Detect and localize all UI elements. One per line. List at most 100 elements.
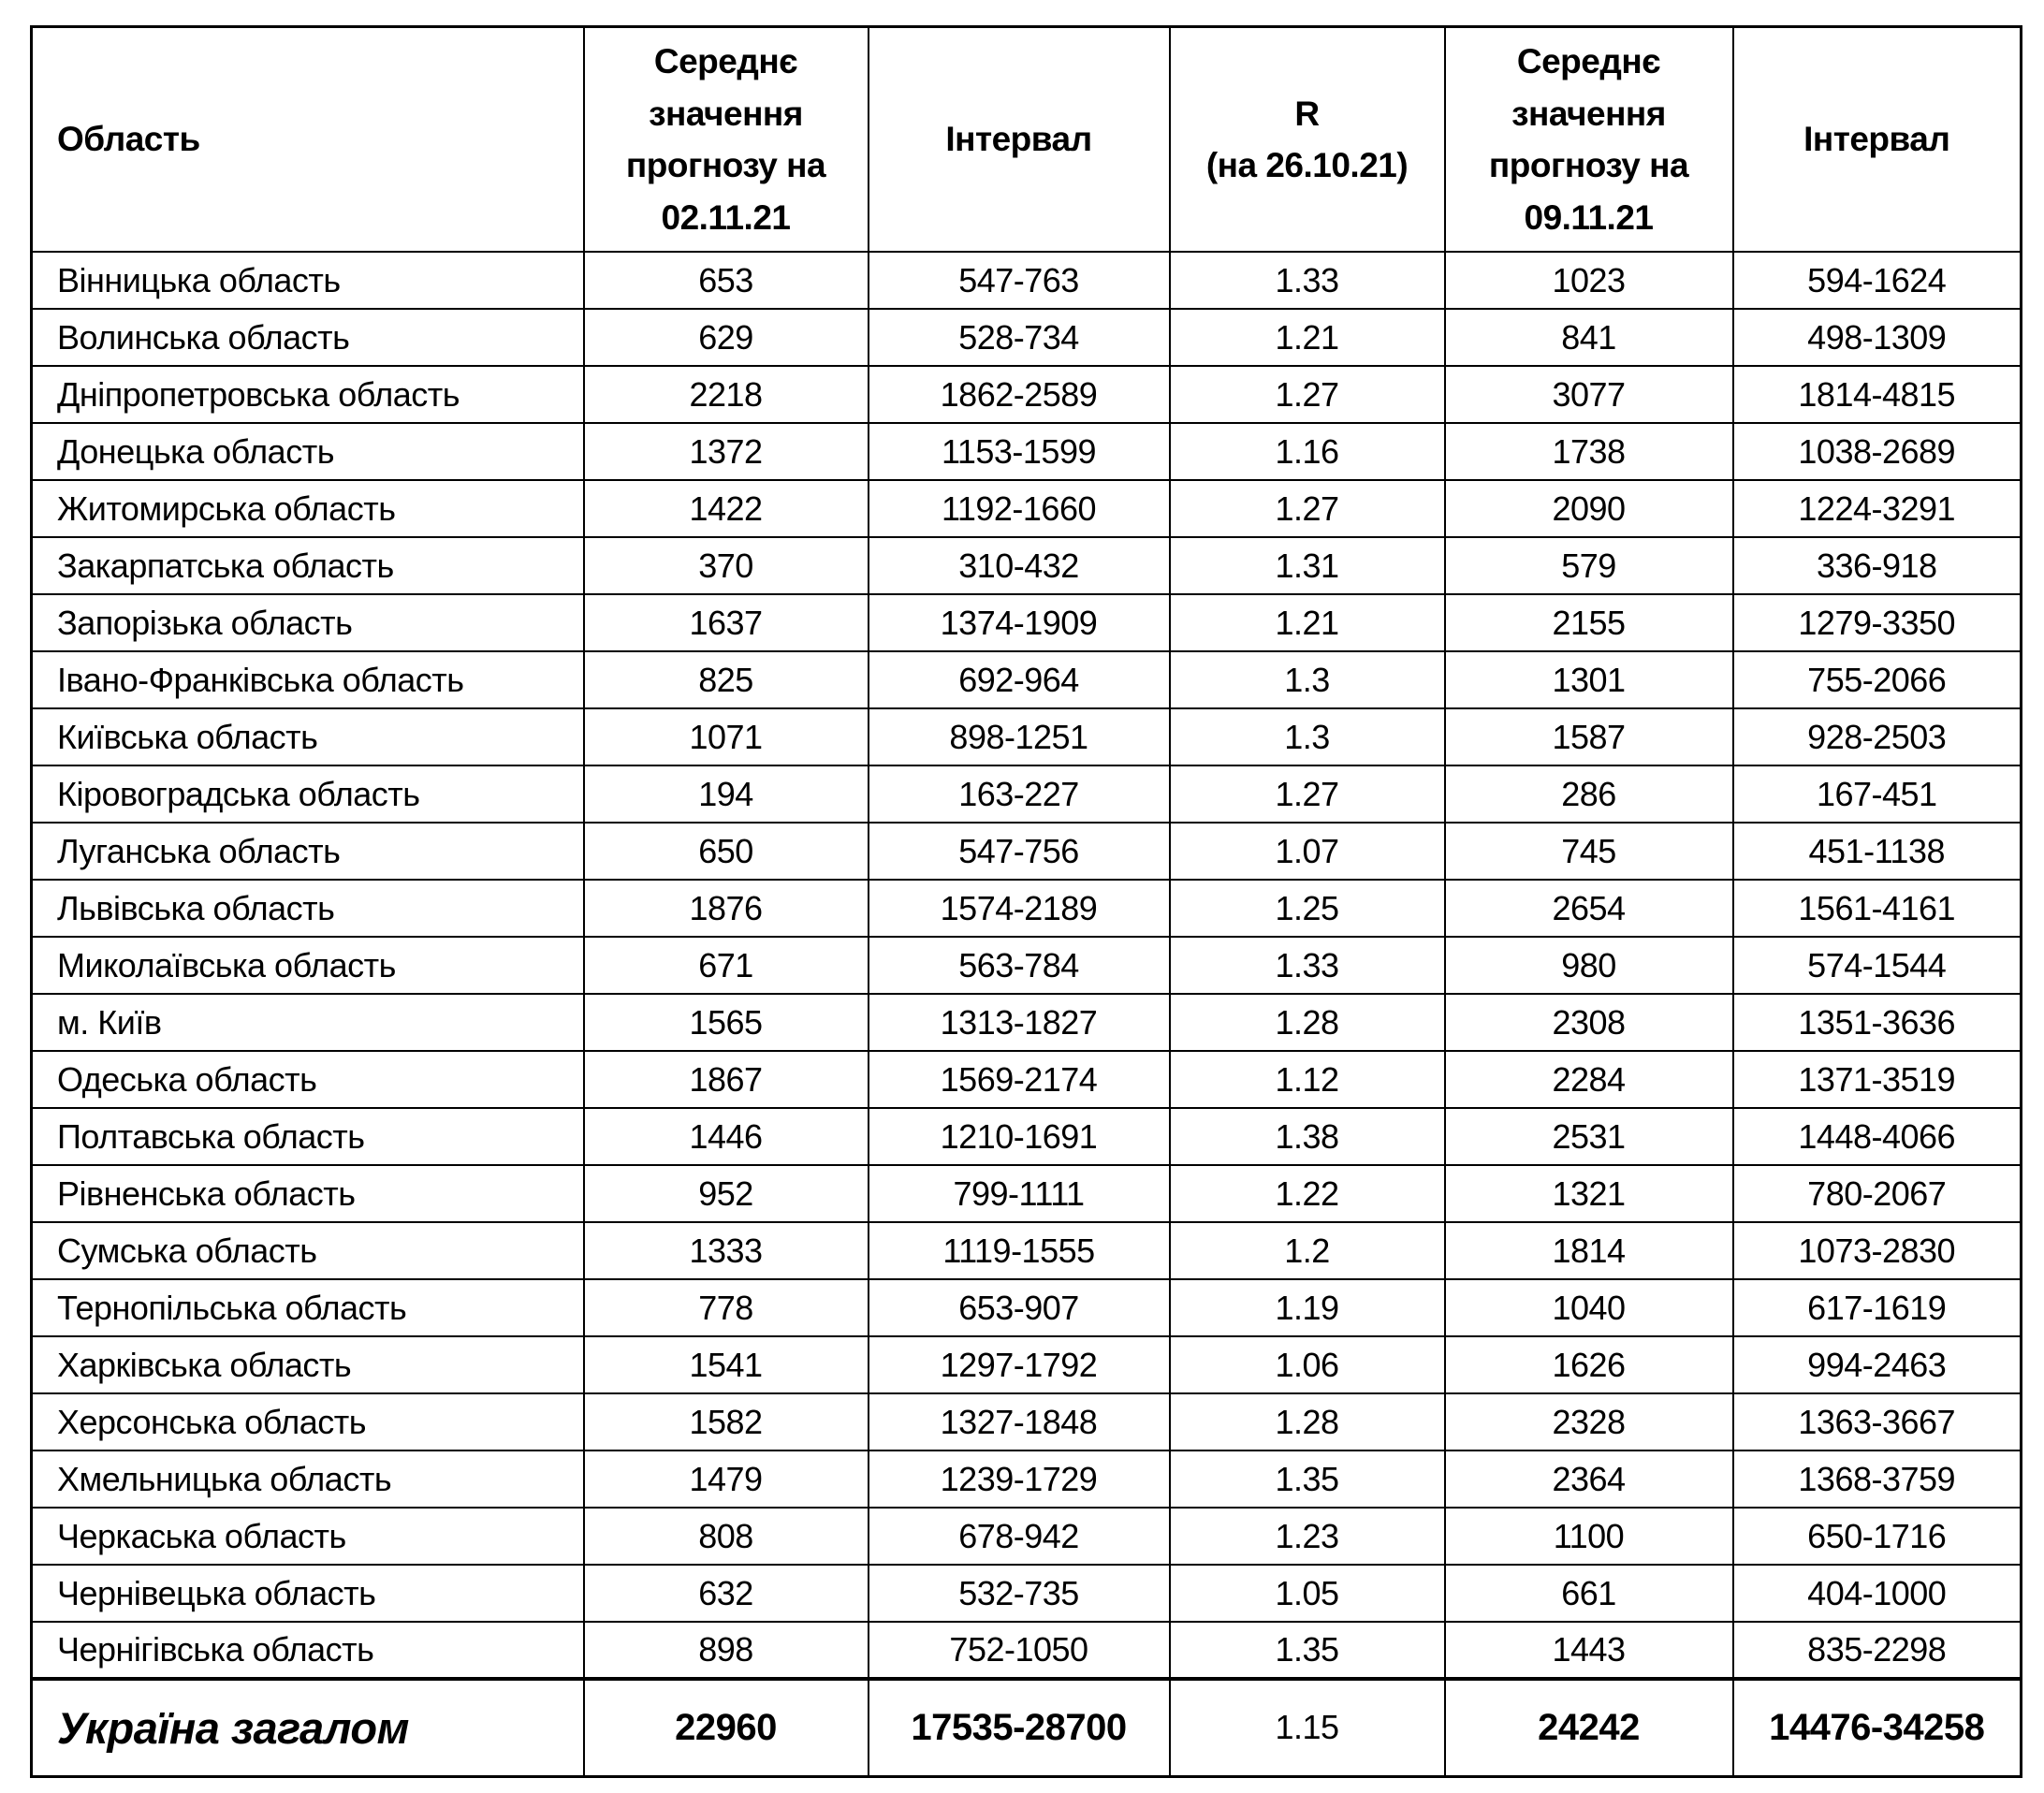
value-cell: 1.19 (1168, 1278, 1446, 1337)
value-cell: 1.3 (1168, 707, 1446, 766)
value-cell: 1.06 (1168, 1335, 1446, 1394)
value-cell: 841 (1443, 308, 1734, 367)
table-row: Хмельницька область 1479 1239-1729 1.35 2364… (30, 1450, 2022, 1509)
value-cell: 671 (582, 936, 869, 995)
table-row: Черкаська область 808 678-942 1.23 1100 650-1… (30, 1507, 2022, 1566)
value-cell: 1.31 (1168, 536, 1446, 595)
value-cell: 1.33 (1168, 251, 1446, 310)
table-row: Вінницька область 653 547-763 1.33 1023 594-1… (30, 251, 2022, 310)
value-cell: 17535-28700 (867, 1677, 1171, 1777)
value-cell: 579 (1443, 536, 1734, 595)
region-cell: Черкаська область (30, 1507, 585, 1566)
value-cell: 617-1619 (1731, 1278, 2022, 1337)
value-cell: 1862-2589 (867, 365, 1171, 424)
table-row: Рівненська область 952 799-1111 1.22 1321 780… (30, 1164, 2022, 1223)
value-cell: 594-1624 (1731, 251, 2022, 310)
value-cell: 1100 (1443, 1507, 1734, 1566)
value-cell: 1040 (1443, 1278, 1734, 1337)
value-cell: 1368-3759 (1731, 1450, 2022, 1509)
value-cell: 1569-2174 (867, 1050, 1171, 1109)
total-row: Україна загалом 22960 17535-28700 1.15 24242… (30, 1677, 2022, 1777)
value-cell: 1321 (1443, 1164, 1734, 1223)
region-cell: Донецька область (30, 422, 585, 481)
value-cell: 2218 (582, 365, 869, 424)
table-row: м. Київ 1565 1313-1827 1.28 2308 1351-3636 (30, 993, 2022, 1052)
value-cell: 952 (582, 1164, 869, 1223)
value-cell: 1374-1909 (867, 593, 1171, 652)
value-cell: 1.23 (1168, 1507, 1446, 1566)
value-cell: 2284 (1443, 1050, 1734, 1109)
value-cell: 808 (582, 1507, 869, 1566)
forecast-table: Область Середнє значення прогнозу на 02.… (30, 25, 2022, 1778)
region-cell: Дніпропетровська область (30, 365, 585, 424)
value-cell: 752-1050 (867, 1621, 1171, 1680)
table-row: Волинська область 629 528-734 1.21 841 498-13… (30, 308, 2022, 367)
value-cell: 1279-3350 (1731, 593, 2022, 652)
region-cell: Чернігівська область (30, 1621, 585, 1680)
value-cell: 692-964 (867, 650, 1171, 709)
table-row: Чернівецька область 632 532-735 1.05 661 404-… (30, 1564, 2022, 1623)
value-cell: 1210-1691 (867, 1107, 1171, 1166)
region-cell: Одеська область (30, 1050, 585, 1109)
value-cell: 1371-3519 (1731, 1050, 2022, 1109)
value-cell: 629 (582, 308, 869, 367)
value-cell: 528-734 (867, 308, 1171, 367)
value-cell: 1297-1792 (867, 1335, 1171, 1394)
table-row: Харківська область 1541 1297-1792 1.06 1626 9… (30, 1335, 2022, 1394)
value-cell: 1.28 (1168, 1392, 1446, 1451)
value-cell: 928-2503 (1731, 707, 2022, 766)
value-cell: 563-784 (867, 936, 1171, 995)
value-cell: 1.27 (1168, 365, 1446, 424)
value-cell: 1.33 (1168, 936, 1446, 995)
value-cell: 310-432 (867, 536, 1171, 595)
value-cell: 1582 (582, 1392, 869, 1451)
value-cell: 1351-3636 (1731, 993, 2022, 1052)
table-row: Полтавська область 1446 1210-1691 1.38 2531 1… (30, 1107, 2022, 1166)
value-cell: 1565 (582, 993, 869, 1052)
value-cell: 3077 (1443, 365, 1734, 424)
value-cell: 1574-2189 (867, 879, 1171, 938)
value-cell: 14476-34258 (1731, 1677, 2022, 1777)
value-cell: 2654 (1443, 879, 1734, 938)
table-row: Закарпатська область 370 310-432 1.31 579 336… (30, 536, 2022, 595)
value-cell: 1.3 (1168, 650, 1446, 709)
value-cell: 1626 (1443, 1335, 1734, 1394)
value-cell: 745 (1443, 822, 1734, 881)
value-cell: 1738 (1443, 422, 1734, 481)
value-cell: 1372 (582, 422, 869, 481)
value-cell: 1.05 (1168, 1564, 1446, 1623)
region-cell: Україна загалом (30, 1677, 585, 1777)
value-cell: 1443 (1443, 1621, 1734, 1680)
value-cell: 1.12 (1168, 1050, 1446, 1109)
value-cell: 1.25 (1168, 879, 1446, 938)
value-cell: 1224-3291 (1731, 479, 2022, 538)
value-cell: 547-763 (867, 251, 1171, 310)
value-cell: 994-2463 (1731, 1335, 2022, 1394)
table-row: Луганська область 650 547-756 1.07 745 451-11… (30, 822, 2022, 881)
value-cell: 2328 (1443, 1392, 1734, 1451)
value-cell: 780-2067 (1731, 1164, 2022, 1223)
value-cell: 451-1138 (1731, 822, 2022, 881)
value-cell: 1.27 (1168, 765, 1446, 824)
region-cell: Київська область (30, 707, 585, 766)
header-interval-1: Інтервал (867, 25, 1171, 253)
table-row: Івано-Франківська область 825 692-964 1.3 13… (30, 650, 2022, 709)
value-cell: 1.38 (1168, 1107, 1446, 1166)
value-cell: 898 (582, 1621, 869, 1680)
value-cell: 1.21 (1168, 308, 1446, 367)
table-row: Запорізька область 1637 1374-1909 1.21 2155 1… (30, 593, 2022, 652)
value-cell: 2308 (1443, 993, 1734, 1052)
region-cell: Львівська область (30, 879, 585, 938)
table-row: Житомирська область 1422 1192-1660 1.27 2090… (30, 479, 2022, 538)
value-cell: 1541 (582, 1335, 869, 1394)
header-r-value: R (на 26.10.21) (1168, 25, 1446, 253)
value-cell: 653 (582, 251, 869, 310)
value-cell: 1239-1729 (867, 1450, 1171, 1509)
value-cell: 1023 (1443, 251, 1734, 310)
region-cell: Полтавська область (30, 1107, 585, 1166)
region-cell: Миколаївська область (30, 936, 585, 995)
value-cell: 1814-4815 (1731, 365, 2022, 424)
table-row: Дніпропетровська область 2218 1862-2589 1.2… (30, 365, 2022, 424)
value-cell: 1.16 (1168, 422, 1446, 481)
value-cell: 167-451 (1731, 765, 2022, 824)
